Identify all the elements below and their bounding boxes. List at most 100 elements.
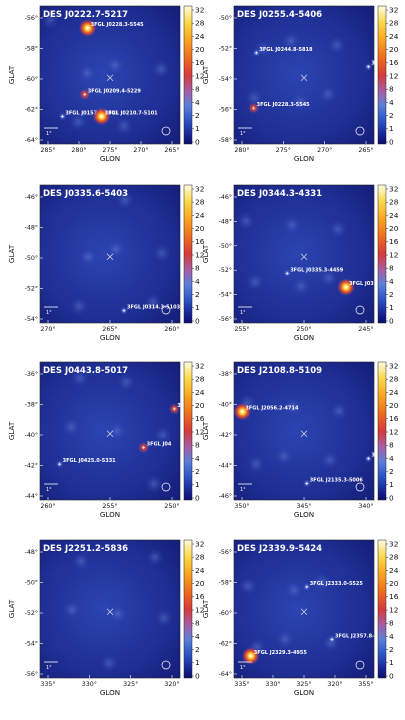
panel-title: DES J0255.4-5406 [237, 10, 322, 20]
colorbar-tick-label: 24 [195, 566, 205, 575]
x-tick-label: 320° [327, 680, 342, 688]
colorbar-tick-label: 2 [195, 290, 200, 299]
y-tick-label: -38° [219, 370, 232, 378]
colorbar-tick-label: 4 [195, 98, 200, 107]
y-tick-label: -54° [25, 315, 38, 323]
y-tick-label: -58° [25, 45, 38, 53]
colorbar-tick-label: 20 [389, 224, 399, 233]
ts-map-background [233, 184, 375, 324]
y-tick-label: -48° [219, 217, 232, 225]
noise-blob [41, 11, 59, 29]
psf-circle [355, 660, 365, 670]
colorbar-tick-label: 28 [195, 198, 205, 207]
noise-blob [62, 418, 80, 436]
colorbar-tick-label: 12 [389, 427, 398, 436]
colorbar-tick-label: 2 [389, 467, 394, 476]
noise-blob [106, 56, 124, 74]
source-label: 3FGL J0228.3-5545 [91, 22, 145, 28]
colorbar-tick-label: 16 [389, 592, 399, 601]
x-tick-label: 260° [164, 325, 179, 333]
colorbar-tick-label: 24 [389, 566, 399, 575]
x-tick-label: 340° [358, 502, 373, 510]
noise-blob [275, 447, 293, 465]
y-tick-label: -52° [25, 609, 38, 617]
ts-map-background [233, 361, 375, 501]
noise-blob [107, 240, 125, 258]
colorbar-tick-label: 16 [389, 58, 399, 67]
x-tick-label: 275° [102, 146, 117, 154]
colorbar-tick-label: 1 [195, 124, 200, 133]
y-tick-label: -54° [219, 75, 232, 83]
colorbar-tick-label: 0 [389, 316, 394, 325]
source-label: 3FG [371, 61, 382, 67]
source-marker [83, 92, 87, 96]
colorbar-tick-label: 8 [389, 85, 394, 94]
source-marker [240, 410, 244, 414]
source-marker [330, 637, 334, 641]
colorbar-tick-label: 2 [389, 290, 394, 299]
colorbar-tick-label: 20 [195, 224, 205, 233]
x-axis-label: GLON [294, 333, 314, 342]
colorbar-tick-label: 8 [195, 441, 200, 450]
panel-title: DES J2339.9-5424 [237, 544, 322, 554]
x-tick-label: 280° [71, 146, 86, 154]
y-axis-label: GLAT [7, 599, 16, 618]
x-tick-label: 270° [133, 146, 148, 154]
scale-bar-label: 1° [46, 310, 52, 316]
y-tick-label: -54° [25, 640, 38, 648]
colorbar [183, 539, 193, 679]
colorbar-tick-label: 28 [389, 375, 399, 384]
panel-title: DES J0335.6-5403 [43, 189, 128, 199]
noise-blob [330, 402, 348, 420]
y-tick-label: -56° [219, 315, 232, 323]
x-axis-label: GLON [100, 333, 120, 342]
noise-blob [117, 373, 135, 391]
colorbar-tick-label: 16 [389, 414, 399, 423]
noise-blob [284, 398, 302, 416]
y-tick-label: -50° [219, 242, 232, 250]
noise-blob [116, 191, 134, 209]
noise-blob [71, 369, 89, 387]
y-tick-label: -40° [25, 431, 38, 439]
colorbar-tick-label: 28 [195, 553, 205, 562]
source-marker [100, 114, 104, 118]
x-tick-label: 265° [164, 146, 179, 154]
colorbar [377, 539, 387, 679]
source-label: 3FGL J2357.8-5 [335, 633, 378, 639]
colorbar-tick-label: 32 [195, 184, 204, 193]
colorbar-tick-label: 20 [389, 579, 399, 588]
colorbar [183, 5, 193, 145]
noise-blob [144, 293, 162, 311]
panel-title: DES J2251.2-5836 [43, 544, 128, 554]
colorbar-tick-label: 4 [389, 277, 394, 286]
colorbar-tick-label: 1 [195, 658, 200, 667]
x-tick-label: 325° [123, 680, 138, 688]
panel-3: 3FGL J0314.3-5103 DES J0335.6-5403 1° 270° 2… [7, 184, 205, 342]
panel-7: DES J2251.2-5836 1° 335° 330° 325° 320° GLON -4… [7, 539, 205, 697]
y-tick-label: -60° [219, 609, 232, 617]
target-cross [300, 430, 308, 438]
panel-5: 3FG 3FGL J04 3FGL J0425.0-5331 DES J0443.8-… [7, 361, 205, 519]
noise-blob [72, 552, 90, 570]
colorbar-tick-label: 0 [389, 671, 394, 680]
colorbar-tick-label: 1 [389, 658, 394, 667]
y-axis-label: GLAT [201, 65, 210, 84]
x-axis-label: GLON [100, 154, 120, 163]
colorbar-tick-label: 12 [389, 71, 398, 80]
target-cross [300, 253, 308, 261]
colorbar-tick-label: 28 [195, 19, 205, 28]
ts-map-background [233, 5, 375, 145]
noise-blob [237, 212, 255, 230]
noise-blob [146, 548, 164, 566]
noise-blob [319, 85, 337, 103]
y-tick-label: -56° [219, 106, 232, 114]
source-marker [344, 285, 348, 289]
y-tick-label: -42° [25, 462, 38, 470]
y-tick-label: -56° [25, 670, 38, 678]
colorbar-tick-label: 0 [195, 316, 200, 325]
x-tick-label: 250° [296, 325, 311, 333]
y-axis-label: GLAT [201, 244, 210, 263]
colorbar-tick-label: 2 [389, 111, 394, 120]
source-label: 3FGL J0314.3-5103 [127, 305, 181, 311]
colorbar-tick-label: 28 [195, 375, 205, 384]
